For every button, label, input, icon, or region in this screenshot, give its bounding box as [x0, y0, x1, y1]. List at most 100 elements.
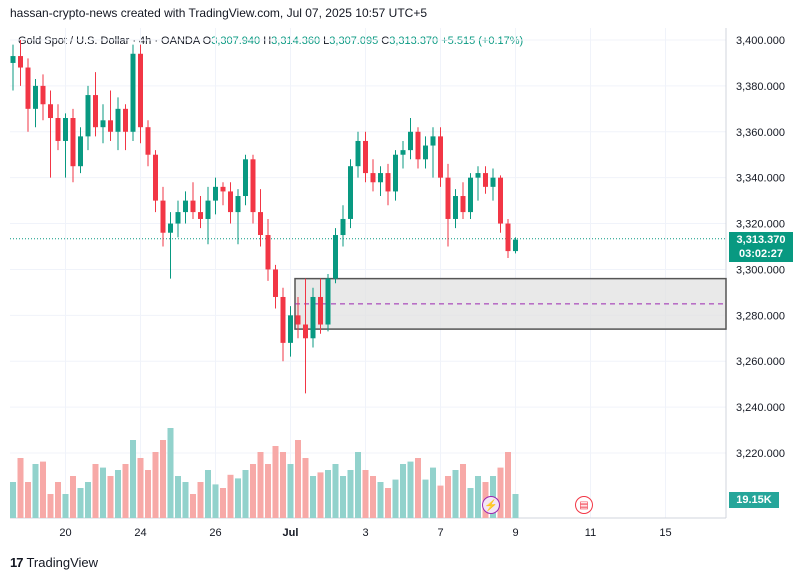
close-value: 3,313.370 — [389, 35, 439, 47]
volume-bar — [272, 446, 279, 518]
candle-body — [175, 212, 181, 224]
candle-body — [265, 235, 271, 270]
volume-bar — [227, 474, 234, 518]
candle-body — [220, 186, 226, 192]
candle-body — [40, 85, 46, 105]
volume-bar — [265, 464, 271, 518]
volume-bar — [250, 464, 256, 518]
volume-bar — [182, 482, 189, 518]
volume-bar — [407, 461, 414, 518]
volume-bar — [497, 467, 504, 518]
candle-body — [198, 212, 203, 219]
volume-bar — [212, 484, 219, 518]
candle-body — [130, 53, 136, 132]
current-price-value: 3,313.370 — [736, 234, 786, 246]
volume-bar — [220, 488, 226, 518]
volume-bar — [55, 482, 61, 518]
volume-bar — [175, 476, 181, 518]
candle-body — [430, 136, 436, 146]
candle-body — [258, 212, 263, 236]
candle-body — [243, 159, 248, 197]
chart-credit: hassan-crypto-news created with TradingV… — [10, 6, 427, 20]
brand-name: TradingView — [26, 555, 99, 570]
open-label: O — [202, 35, 212, 47]
volume-bar — [85, 482, 91, 518]
candle-body — [93, 95, 98, 128]
low-label: L — [323, 35, 330, 47]
y-tick-label: 3,300.000 — [736, 264, 785, 276]
volume-bar — [467, 488, 474, 518]
us-flag-icon[interactable]: ▤ — [575, 496, 593, 514]
candle-body — [228, 191, 233, 213]
volume-bar — [362, 470, 369, 518]
candle-body — [205, 200, 211, 219]
volume-bar — [445, 476, 451, 518]
candle-body — [153, 154, 158, 201]
volume-bar — [145, 470, 151, 518]
volume-bar — [122, 464, 129, 518]
candle-body — [10, 56, 16, 63]
x-tick-label: 26 — [209, 527, 221, 539]
y-tick-label: 3,400.000 — [736, 35, 785, 47]
x-tick-label: 11 — [585, 527, 596, 539]
lightning-icon[interactable]: ⚡ — [482, 496, 500, 514]
footer-brand: 17 TradingView — [10, 555, 98, 570]
candle-body — [123, 108, 128, 132]
candle-body — [18, 56, 23, 68]
candle-body — [460, 196, 466, 213]
volume-bar — [235, 478, 241, 518]
candle-body — [160, 200, 166, 233]
symbol-legend: Gold Spot / U.S. Dollar · 4h · OANDA O 3,… — [18, 35, 523, 47]
candle-body — [355, 140, 361, 167]
volume-bar — [280, 452, 286, 518]
candle-body — [445, 177, 451, 219]
candle-body — [453, 196, 458, 219]
volume-bar — [167, 428, 174, 518]
volume-bar — [452, 470, 459, 518]
candle-body — [48, 104, 53, 119]
candle-body — [295, 315, 301, 325]
volume-tag: 19.15K — [729, 492, 779, 508]
candle-body — [333, 235, 338, 279]
candle-body — [310, 296, 316, 339]
candle-body — [303, 324, 308, 339]
volume-bar — [347, 470, 354, 518]
candle-body — [475, 173, 481, 178]
candle-body — [250, 159, 256, 213]
volume-bar — [310, 476, 316, 518]
y-tick-label: 3,280.000 — [736, 310, 785, 322]
candle-body — [348, 166, 353, 219]
candle-body — [33, 85, 38, 109]
x-tick-label: 9 — [512, 527, 518, 539]
volume-bar — [130, 440, 136, 518]
volume-bar — [197, 482, 204, 518]
volume-bar — [242, 470, 249, 518]
candle-body — [468, 177, 473, 213]
volume-bar — [137, 458, 144, 518]
candle-body — [183, 200, 188, 213]
volume-bar — [325, 470, 331, 518]
candle-body — [63, 118, 68, 141]
y-tick-label: 3,340.000 — [736, 173, 785, 185]
candle-body — [273, 269, 278, 297]
candle-body — [70, 118, 76, 167]
candle-body — [288, 315, 293, 343]
volume-bar — [77, 488, 84, 518]
candle-body — [168, 223, 173, 233]
volume-bar — [415, 458, 421, 518]
y-tick-label: 3,260.000 — [736, 356, 785, 368]
candle-body — [370, 173, 376, 183]
symbol-name[interactable]: Gold Spot / U.S. Dollar · 4h · OANDA — [18, 35, 200, 47]
volume-bar — [190, 494, 196, 518]
tradingview-logo-icon: 17 — [10, 555, 24, 570]
y-tick-label: 3,220.000 — [736, 448, 785, 460]
volume-bar — [385, 488, 391, 518]
volume-bar — [332, 464, 339, 518]
x-tick-label: 3 — [362, 527, 368, 539]
candle-body — [513, 239, 518, 252]
y-tick-label: 3,240.000 — [736, 402, 785, 414]
volume-bar — [505, 452, 511, 518]
y-tick-label: 3,380.000 — [736, 81, 785, 93]
x-tick-label: 7 — [437, 527, 443, 539]
